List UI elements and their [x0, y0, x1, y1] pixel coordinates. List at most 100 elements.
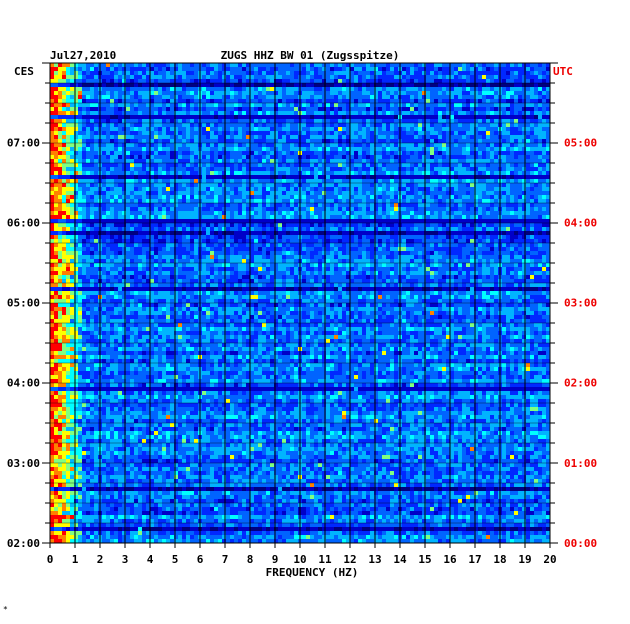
spectrogram-cell — [450, 151, 455, 156]
spectrogram-cell — [154, 191, 159, 196]
spectrogram-cell — [474, 219, 479, 224]
spectrogram-cell — [54, 127, 59, 132]
spectrogram-cell — [218, 219, 223, 224]
spectrogram-cell — [374, 115, 379, 120]
spectrogram-cell — [102, 151, 107, 156]
spectrogram-cell — [510, 211, 515, 216]
spectrogram-cell — [526, 203, 531, 208]
spectrogram-cell — [422, 99, 427, 104]
spectrogram-cell — [366, 147, 371, 152]
spectrogram-cell — [366, 75, 371, 80]
spectrogram-cell — [318, 107, 323, 112]
spectrogram-cell — [190, 99, 195, 104]
spectrogram-cell — [482, 71, 487, 76]
spectrogram-cell — [378, 91, 383, 96]
spectrogram-cell — [214, 139, 219, 144]
spectrogram-cell — [510, 107, 515, 112]
spectrogram-cell — [70, 111, 75, 116]
spectrogram-cell — [458, 127, 463, 132]
spectrogram-cell — [62, 123, 67, 128]
spectrogram-cell — [410, 219, 415, 224]
spectrogram-cell — [514, 219, 519, 224]
spectrogram-cell — [482, 99, 487, 104]
spectrogram-cell — [174, 83, 179, 88]
spectrogram-cell — [330, 167, 335, 172]
spectrogram-cell — [158, 207, 163, 212]
spectrogram-cell — [74, 63, 79, 68]
spectrogram-cell — [230, 191, 235, 196]
spectrogram-cell — [314, 199, 319, 204]
spectrogram-cell — [434, 83, 439, 88]
spectrogram-cell — [290, 91, 295, 96]
spectrogram-cell — [314, 131, 319, 136]
spectrogram-cell — [142, 95, 147, 100]
spectrogram-cell — [206, 87, 211, 92]
spectrogram-cell — [302, 79, 307, 84]
spectrogram-cell — [542, 67, 547, 72]
spectrogram-cell — [434, 183, 439, 188]
spectrogram-cell — [430, 175, 435, 180]
spectrogram-cell — [142, 207, 147, 212]
spectrogram-cell — [194, 211, 199, 216]
spectrogram-cell — [474, 171, 479, 176]
spectrogram-cell — [262, 159, 267, 164]
spectrogram-cell — [418, 131, 423, 136]
spectrogram-cell — [374, 71, 379, 76]
spectrogram-cell — [106, 87, 111, 92]
spectrogram-cell — [222, 139, 227, 144]
spectrogram-cell — [514, 211, 519, 216]
spectrogram-cell — [378, 151, 383, 156]
spectrogram-cell — [94, 175, 99, 180]
spectrogram-cell — [442, 159, 447, 164]
spectrogram-cell — [530, 95, 535, 100]
spectrogram-cell — [106, 179, 111, 184]
spectrogram-cell — [506, 143, 511, 148]
spectrogram-cell — [154, 195, 159, 200]
spectrogram-cell — [206, 171, 211, 176]
spectrogram-cell — [174, 111, 179, 116]
spectrogram-cell — [482, 143, 487, 148]
spectrogram-cell — [414, 115, 419, 120]
spectrogram-cell — [346, 187, 351, 192]
spectrogram-cell — [226, 171, 231, 176]
spectrogram-cell — [234, 95, 239, 100]
spectrogram-cell — [262, 199, 267, 204]
spectrogram-cell — [486, 79, 491, 84]
spectrogram-cell — [518, 199, 523, 204]
spectrogram-cell — [458, 83, 463, 88]
spectrogram-cell — [294, 159, 299, 164]
spectrogram-cell — [310, 71, 315, 76]
spectrogram-cell — [202, 123, 207, 128]
spectrogram-cell — [506, 79, 511, 84]
spectrogram-cell — [126, 123, 131, 128]
spectrogram-cell — [470, 111, 475, 116]
spectrogram-cell — [50, 87, 55, 92]
spectrogram-cell — [322, 111, 327, 116]
spectrogram-cell — [350, 183, 355, 188]
spectrogram-cell — [378, 155, 383, 160]
spectrogram-cell — [546, 207, 551, 212]
spectrogram-cell — [406, 191, 411, 196]
spectrogram-cell — [438, 139, 443, 144]
spectrogram-cell — [466, 83, 471, 88]
spectrogram-cell — [310, 83, 315, 88]
spectrogram-cell — [338, 71, 343, 76]
spectrogram-cell — [466, 115, 471, 120]
spectrogram-cell — [226, 187, 231, 192]
spectrogram-cell — [142, 195, 147, 200]
spectrogram-cell — [482, 175, 487, 180]
spectrogram-cell — [134, 191, 139, 196]
spectrogram-cell — [118, 179, 123, 184]
spectrogram-cell — [94, 219, 99, 224]
spectrogram-cell — [118, 135, 123, 140]
spectrogram-cell — [74, 187, 79, 192]
spectrogram-cell — [322, 203, 327, 208]
spectrogram-cell — [66, 155, 71, 160]
spectrogram-cell — [286, 155, 291, 160]
spectrogram-cell — [338, 175, 343, 180]
spectrogram-cell — [206, 67, 211, 72]
spectrogram-cell — [426, 159, 431, 164]
spectrogram-cell — [410, 195, 415, 200]
spectrogram-cell — [242, 111, 247, 116]
spectrogram-cell — [234, 207, 239, 212]
